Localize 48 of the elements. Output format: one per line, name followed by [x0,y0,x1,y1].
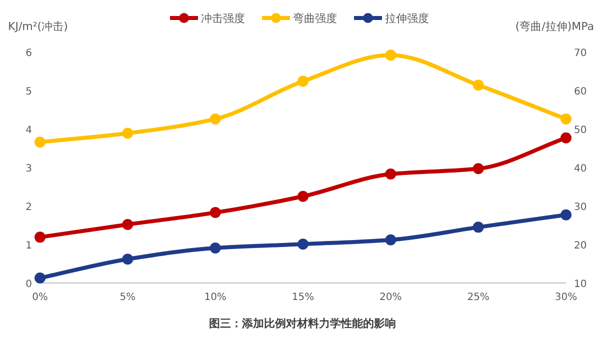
x-tick-label: 20% [380,292,402,303]
y-tick-label: 0 [26,279,32,290]
point [472,222,484,233]
point [472,80,484,91]
point [560,132,572,144]
point [298,76,308,87]
legend-label: 冲击强度 [201,12,245,25]
point [34,232,46,243]
point [210,242,221,254]
point [34,136,46,148]
point [122,254,134,265]
point [560,113,572,124]
y-tick-label: 6 [26,48,32,59]
point [385,234,396,246]
y-axis-title: KJ/m²(冲击) [8,20,68,33]
y-tick-label: 2 [26,202,32,213]
point [34,272,46,284]
point [210,113,221,124]
x-tick-label: 10% [204,292,226,303]
y-tick-label: 1 [26,240,32,252]
y-tick-label: 4 [26,125,32,136]
x-tick-label: 0% [32,292,48,303]
point [385,168,396,180]
y2-tick-label: 60 [574,86,587,98]
x-tick-label: 25% [467,292,490,303]
y2-tick-label: 30 [574,202,587,213]
point [122,128,134,139]
point [472,163,484,174]
y2-axis-title: (弯曲/拉伸)MPa [515,20,594,33]
x-tick-label: 5% [120,292,136,303]
point [298,190,308,202]
text: 图三：添加比例对材料力学性能的影响 [209,317,396,330]
y-tick-label: 5 [26,86,32,98]
point [210,207,221,218]
point [560,209,572,220]
y2-tick-label: 40 [574,164,587,174]
y2-tick-label: 10 [574,279,587,290]
legend-label: 拉伸强度 [385,12,429,25]
y2-tick-label: 70 [574,48,587,59]
x-tick-label: 30% [554,292,578,303]
y2-tick-label: 50 [574,125,587,136]
y2-tick-label: 20 [574,240,587,252]
y-tick-label: 3 [26,164,32,174]
legend-label: 弯曲强度 [293,12,337,25]
point [122,218,134,230]
point [298,238,308,250]
x-tick-label: 15% [292,292,314,303]
point [385,50,396,61]
